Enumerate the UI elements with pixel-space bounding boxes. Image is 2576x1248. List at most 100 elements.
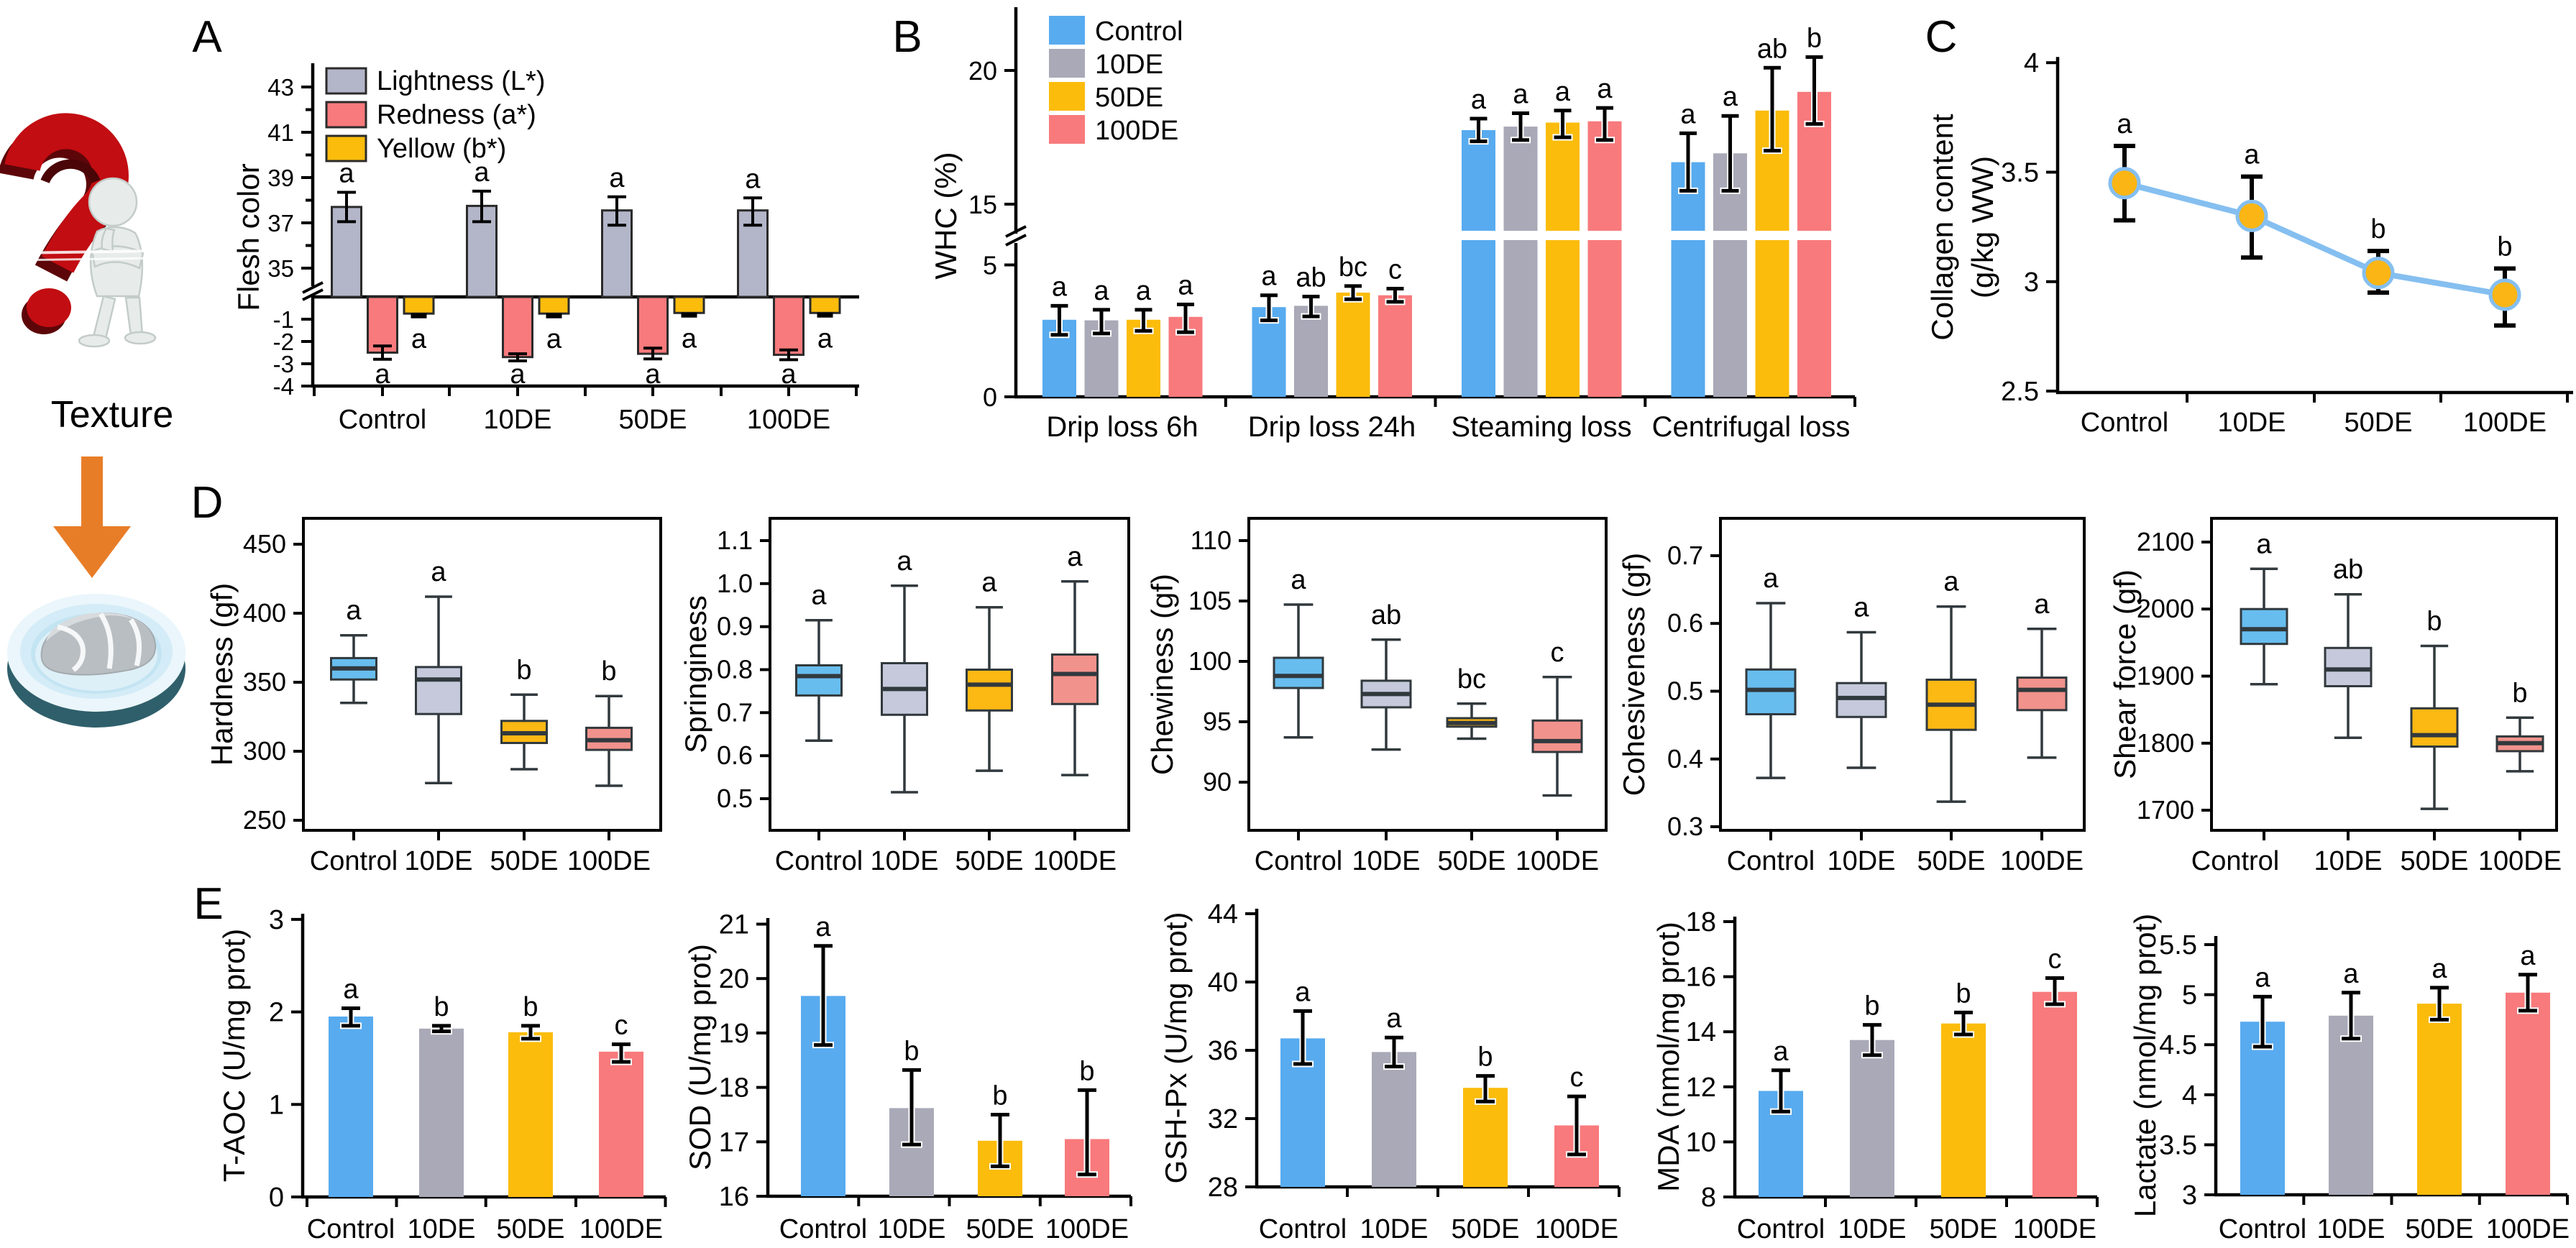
svg-text:10DE: 10DE	[877, 1214, 945, 1244]
svg-text:a: a	[1853, 593, 1869, 623]
svg-text:a: a	[431, 557, 446, 587]
svg-text:50DE: 50DE	[1929, 1214, 1997, 1244]
svg-text:b: b	[434, 992, 449, 1022]
svg-text:a: a	[781, 359, 797, 390]
svg-text:bc: bc	[1457, 664, 1486, 694]
svg-text:WHC (%): WHC (%)	[929, 152, 963, 279]
svg-text:ab: ab	[2333, 555, 2363, 585]
svg-text:50DE: 50DE	[1437, 846, 1505, 876]
svg-text:17: 17	[719, 1127, 749, 1157]
svg-text:3: 3	[2024, 267, 2039, 298]
svg-text:b: b	[2497, 232, 2512, 262]
svg-text:Control: Control	[2219, 1214, 2307, 1244]
svg-text:Control: Control	[1095, 17, 1183, 47]
svg-text:a: a	[375, 359, 390, 390]
svg-text:a: a	[346, 596, 362, 626]
svg-text:5: 5	[2182, 981, 2197, 1011]
svg-text:44: 44	[1208, 899, 1238, 930]
svg-text:a: a	[1386, 1004, 1402, 1034]
svg-text:50DE: 50DE	[955, 846, 1023, 876]
svg-text:350: 350	[243, 667, 286, 697]
svg-text:Flesh color: Flesh color	[232, 163, 265, 311]
svg-text:a: a	[1261, 262, 1277, 292]
svg-text:4: 4	[2182, 1080, 2197, 1111]
svg-text:100DE: 100DE	[1535, 1214, 1618, 1244]
svg-text:50DE: 50DE	[2405, 1214, 2473, 1244]
svg-text:Shear force (gf): Shear force (gf)	[2108, 569, 2142, 779]
svg-text:50DE: 50DE	[1451, 1214, 1519, 1244]
svg-text:100DE: 100DE	[579, 1214, 663, 1244]
svg-text:50DE: 50DE	[2344, 408, 2412, 438]
svg-text:Centrifugal loss: Centrifugal loss	[1652, 411, 1851, 443]
svg-text:b: b	[1807, 23, 1822, 53]
svg-text:50DE: 50DE	[490, 846, 558, 876]
svg-text:10DE: 10DE	[1838, 1214, 1906, 1244]
svg-text:a: a	[2431, 954, 2447, 984]
svg-text:100DE: 100DE	[1095, 116, 1178, 146]
svg-text:Control: Control	[775, 846, 863, 876]
svg-text:a: a	[609, 163, 625, 193]
svg-text:a: a	[1597, 74, 1613, 104]
svg-text:b: b	[523, 992, 538, 1022]
svg-text:Redness (a*): Redness (a*)	[377, 100, 536, 130]
svg-text:b: b	[516, 655, 531, 685]
svg-text:400: 400	[243, 598, 286, 628]
svg-text:a: a	[339, 159, 354, 189]
svg-text:bc: bc	[1339, 252, 1367, 283]
svg-text:a: a	[411, 324, 427, 354]
svg-text:100DE: 100DE	[567, 846, 651, 876]
svg-text:10DE: 10DE	[404, 846, 472, 876]
svg-text:10DE: 10DE	[870, 846, 938, 876]
svg-text:0.4: 0.4	[1667, 744, 1703, 774]
svg-text:GSH-Px (U/mg prot): GSH-Px (U/mg prot)	[1159, 912, 1193, 1183]
svg-text:Yellow (b*): Yellow (b*)	[377, 134, 506, 164]
svg-text:Cohesiveness (gf): Cohesiveness (gf)	[1617, 553, 1651, 796]
svg-text:a: a	[645, 359, 661, 390]
svg-text:ab: ab	[1757, 34, 1787, 64]
svg-text:37: 37	[267, 210, 294, 237]
svg-text:a: a	[1178, 271, 1193, 301]
svg-text:5.5: 5.5	[2159, 930, 2197, 960]
svg-text:a: a	[745, 164, 761, 194]
svg-text:110: 110	[1191, 526, 1232, 555]
svg-text:-2: -2	[273, 329, 294, 355]
svg-text:8: 8	[1701, 1183, 1716, 1213]
svg-text:20: 20	[968, 56, 997, 86]
svg-text:50DE: 50DE	[496, 1214, 564, 1244]
svg-text:c: c	[615, 1011, 628, 1041]
svg-text:10DE: 10DE	[2316, 1214, 2385, 1244]
svg-text:10DE: 10DE	[2217, 408, 2286, 438]
svg-text:Collagen content: Collagen content	[1925, 114, 1959, 341]
svg-text:41: 41	[267, 119, 294, 146]
svg-text:10: 10	[1686, 1127, 1716, 1157]
svg-text:a: a	[2256, 529, 2272, 559]
svg-text:a: a	[1295, 977, 1311, 1007]
svg-text:10DE: 10DE	[483, 405, 551, 435]
svg-text:c: c	[1388, 255, 1402, 285]
svg-text:b: b	[2426, 607, 2442, 637]
svg-text:0.5: 0.5	[1667, 676, 1703, 706]
svg-text:E: E	[193, 879, 223, 929]
svg-text:MDA (nmol/mg prot): MDA (nmol/mg prot)	[1651, 922, 1685, 1192]
svg-text:a: a	[1723, 82, 1738, 112]
svg-text:Control: Control	[1737, 1214, 1825, 1244]
svg-text:a: a	[811, 581, 827, 611]
svg-text:28: 28	[1208, 1173, 1238, 1203]
svg-text:a: a	[1136, 276, 1152, 306]
svg-text:12: 12	[1686, 1073, 1716, 1103]
svg-text:0.5: 0.5	[717, 784, 753, 813]
svg-text:A: A	[192, 12, 222, 62]
svg-text:Drip loss 24h: Drip loss 24h	[1248, 411, 1416, 443]
svg-text:100: 100	[1188, 646, 1232, 676]
svg-text:D: D	[191, 478, 224, 528]
svg-text:-3: -3	[273, 351, 294, 377]
svg-text:14: 14	[1686, 1017, 1716, 1047]
svg-text:100DE: 100DE	[747, 405, 830, 435]
svg-text:Texture: Texture	[51, 394, 174, 436]
svg-text:a: a	[897, 546, 912, 577]
svg-text:1: 1	[269, 1090, 284, 1120]
svg-text:32: 32	[1208, 1104, 1238, 1134]
svg-text:(g/kg WW): (g/kg WW)	[1966, 156, 1999, 298]
svg-text:Chewiness (gf): Chewiness (gf)	[1145, 574, 1179, 775]
svg-text:100DE: 100DE	[2013, 1214, 2096, 1244]
